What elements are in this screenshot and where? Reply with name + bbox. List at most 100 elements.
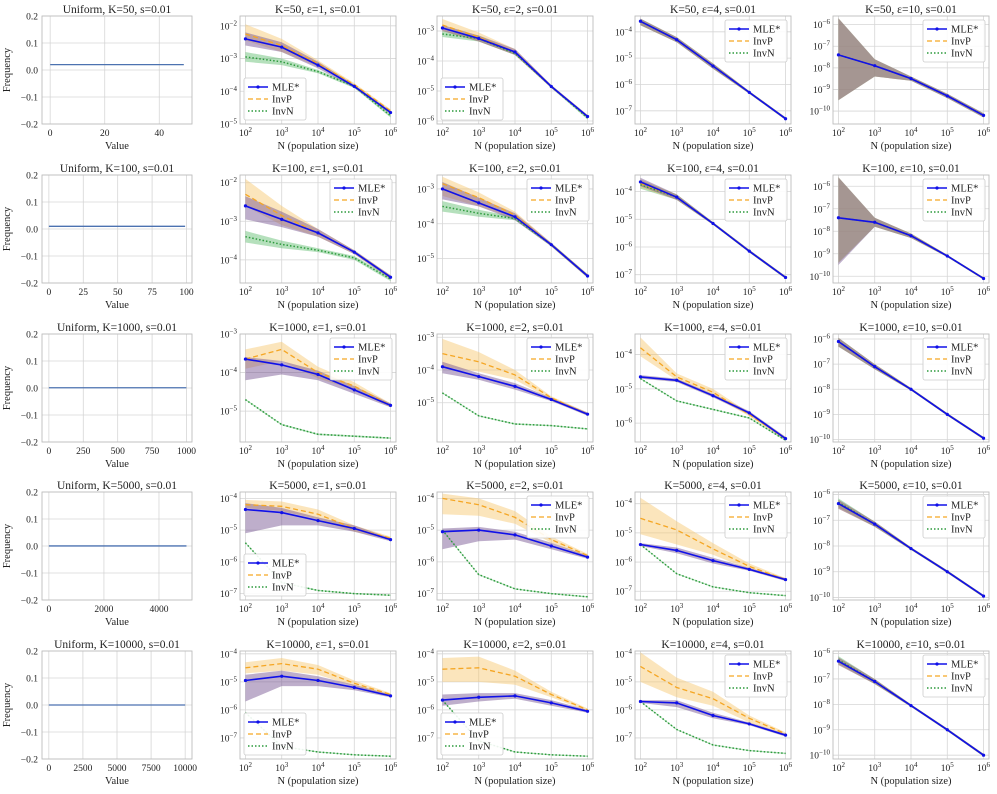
subplot-4-2: K=5000, ε=1, s=0.01 102 103 104 105 106 10−7 10… bbox=[220, 480, 398, 628]
legend-marker bbox=[539, 186, 543, 190]
confidence-band-mle bbox=[442, 25, 588, 118]
x-tick-label: 102 bbox=[634, 761, 648, 774]
x-axis-label: N (population size) bbox=[870, 776, 952, 787]
legend-box bbox=[724, 178, 788, 222]
subplot-title: K=50, ε=10, s=0.01 bbox=[865, 4, 957, 16]
series-line-invp bbox=[442, 24, 589, 118]
series-point-mle bbox=[316, 678, 320, 683]
x-axis-label: Value bbox=[105, 300, 129, 311]
x-tick-label: 0 bbox=[46, 764, 51, 774]
subplot-5-2: K=10000, ε=1, s=0.01 102 103 104 105 106 10−7 1… bbox=[220, 639, 398, 787]
y-tick-label: 10−9 bbox=[813, 247, 830, 260]
y-tick-label: 0.0 bbox=[26, 67, 38, 77]
legend-label: MLE* bbox=[469, 83, 496, 94]
y-tick-label: 10−5 bbox=[417, 524, 434, 537]
legend-label: InvN bbox=[753, 367, 775, 378]
series-point-mle bbox=[549, 243, 553, 247]
y-tick-label: 10−5 bbox=[220, 118, 237, 131]
x-tick-label: 102 bbox=[634, 126, 648, 139]
legend-box bbox=[922, 337, 986, 381]
confidence-band-mle bbox=[245, 196, 391, 280]
subplot-5-3: K=10000, ε=2, s=0.01 102 103 104 105 106 10−7 1… bbox=[417, 639, 595, 787]
legend-marker bbox=[737, 662, 741, 666]
series-point-mle bbox=[711, 394, 715, 398]
subplot-title: K=1000, ε=2, s=0.01 bbox=[466, 322, 564, 334]
plot-frame bbox=[239, 333, 397, 443]
series-point-mle bbox=[477, 528, 481, 532]
confidence-band-mle bbox=[442, 182, 588, 278]
plot-frame bbox=[436, 650, 594, 760]
subplot-title: K=1000, ε=10, s=0.01 bbox=[859, 322, 962, 334]
y-tick-label: 10−6 bbox=[813, 18, 830, 31]
plot-frame bbox=[239, 650, 397, 760]
series-point-mle bbox=[675, 548, 679, 552]
x-tick-label: 105 bbox=[348, 761, 362, 774]
y-tick-label: 10−6 bbox=[615, 417, 632, 430]
legend-box bbox=[922, 654, 986, 698]
legend-box bbox=[243, 77, 307, 121]
y-tick-label: 10−7 bbox=[813, 358, 830, 371]
series-point-mle bbox=[388, 538, 393, 542]
series-point-mle bbox=[585, 412, 590, 416]
x-tick-label: 104 bbox=[905, 602, 919, 615]
legend-label: InvP bbox=[272, 571, 292, 582]
series-point-mle bbox=[585, 555, 590, 559]
legend-label: InvN bbox=[753, 525, 775, 536]
subplot-title: K=50, ε=2, s=0.01 bbox=[472, 4, 558, 16]
series-point-mle bbox=[747, 567, 751, 571]
y-axis-label: Frequency bbox=[2, 47, 13, 92]
confidence-band-invn bbox=[640, 377, 786, 441]
series-line-invn bbox=[245, 56, 392, 117]
x-axis-label: N (population size) bbox=[277, 300, 359, 311]
y-tick-label: −0.1 bbox=[21, 253, 38, 263]
series-line-invp bbox=[442, 183, 589, 277]
x-tick-label: 10000 bbox=[173, 764, 197, 774]
series-point-mle bbox=[585, 709, 590, 713]
plot-frame bbox=[634, 15, 792, 125]
legend-label: InvP bbox=[753, 355, 773, 366]
x-tick-label: 106 bbox=[779, 602, 793, 615]
plot-frame bbox=[41, 15, 193, 125]
legend-label: InvP bbox=[951, 513, 971, 524]
plot-frame bbox=[832, 333, 990, 443]
subplot-1-4: K=50, ε=4, s=0.01 102 103 104 105 106 10−7 10−6… bbox=[615, 4, 793, 152]
y-tick-label: 0.0 bbox=[26, 702, 38, 712]
confidence-band-mle bbox=[640, 700, 786, 737]
x-tick-label: 106 bbox=[977, 444, 991, 457]
legend-label: MLE* bbox=[753, 501, 780, 512]
series-point-mle bbox=[513, 384, 517, 388]
legend-marker bbox=[256, 85, 260, 89]
x-tick-label: 105 bbox=[348, 444, 362, 457]
legend-label: InvP bbox=[555, 513, 575, 524]
subplot-title: Uniform, K=50, s=0.01 bbox=[63, 4, 172, 16]
y-tick-label: 10−5 bbox=[615, 675, 632, 688]
x-tick-label: 105 bbox=[743, 761, 757, 774]
series-point-mle bbox=[477, 374, 481, 379]
x-tick-label: 104 bbox=[707, 444, 721, 457]
subplot-2-3: K=100, ε=2, s=0.01 102 103 104 105 106 10−5 10−… bbox=[417, 163, 595, 311]
series-point-mle bbox=[836, 53, 841, 57]
y-tick-label: 10−5 bbox=[417, 396, 434, 409]
series-point-mle bbox=[945, 570, 949, 574]
subplot-title: K=5000, ε=1, s=0.01 bbox=[269, 480, 367, 492]
series-point-mle bbox=[352, 84, 356, 88]
subplot-2-4: K=100, ε=4, s=0.01 102 103 104 105 106 10−7 10−… bbox=[615, 163, 793, 311]
subplot-5-4: K=10000, ε=4, s=0.01 102 103 104 105 106 10−7 1… bbox=[615, 639, 793, 787]
subplot-title: K=100, ε=1, s=0.01 bbox=[272, 163, 364, 175]
x-tick-label: 103 bbox=[670, 761, 684, 774]
y-tick-label: 10−10 bbox=[810, 591, 831, 604]
series-point-mle bbox=[945, 254, 949, 258]
y-tick-label: 0.2 bbox=[26, 172, 38, 182]
x-tick-label: 106 bbox=[581, 602, 595, 615]
series-line-invn bbox=[441, 392, 588, 430]
legend-label: InvN bbox=[951, 525, 973, 536]
y-tick-label: 10−2 bbox=[220, 176, 237, 189]
x-axis-label: N (population size) bbox=[474, 141, 556, 152]
subplot-title: K=50, ε=1, s=0.01 bbox=[275, 4, 361, 16]
y-tick-label: 10−7 bbox=[615, 731, 632, 744]
legend-label: InvP bbox=[753, 672, 773, 683]
subplot-4-1: Uniform, K=5000, s=0.01 0 2000 4000 −0.2 −0.1… bbox=[2, 480, 193, 628]
series-point-mle bbox=[873, 522, 877, 526]
